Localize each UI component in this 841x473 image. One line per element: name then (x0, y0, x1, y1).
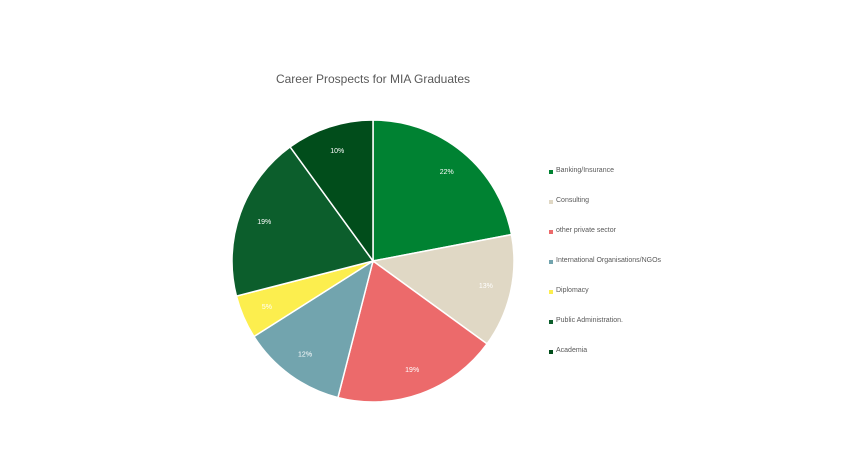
slice-label: 19% (257, 219, 271, 226)
legend-label: other private sector (556, 227, 616, 234)
slice-label: 13% (479, 283, 493, 290)
legend-label: Public Administration. (556, 317, 623, 324)
legend-item: Consulting (549, 197, 661, 227)
slice-label: 10% (330, 148, 344, 155)
legend-swatch (549, 230, 553, 234)
pie-slice (289, 119, 374, 264)
slice-label: 12% (298, 352, 312, 359)
chart-title: Career Prospects for MIA Graduates (275, 72, 471, 86)
slice-label: 22% (440, 169, 454, 176)
pie-slice (231, 145, 375, 297)
chart-legend: Banking/Insurance Consulting other priva… (549, 167, 661, 377)
legend-swatch (549, 320, 553, 324)
legend-item: Public Administration. (549, 317, 661, 347)
legend-item: Banking/Insurance (549, 167, 661, 197)
pie-slice (372, 119, 513, 262)
legend-item: International Organisations/NGOs (549, 257, 661, 287)
pie-slice (337, 259, 489, 403)
legend-item: Academia (549, 347, 661, 377)
slice-label: 5% (262, 304, 272, 311)
legend-swatch (549, 200, 553, 204)
pie-slice (252, 259, 375, 399)
legend-swatch (549, 350, 553, 354)
legend-label: Academia (556, 347, 588, 354)
pie-slice (371, 233, 515, 345)
legend-label: Diplomacy (556, 287, 589, 294)
legend-swatch (549, 290, 553, 294)
legend-label: Consulting (556, 197, 590, 204)
legend-label: Banking/Insurance (556, 167, 614, 174)
slice-label: 19% (405, 367, 419, 374)
legend-item: Diplomacy (549, 287, 661, 317)
legend-swatch (549, 170, 553, 174)
legend-label: International Organisations/NGOs (556, 257, 662, 264)
legend-swatch (549, 260, 553, 264)
legend-item: other private sector (549, 227, 661, 257)
